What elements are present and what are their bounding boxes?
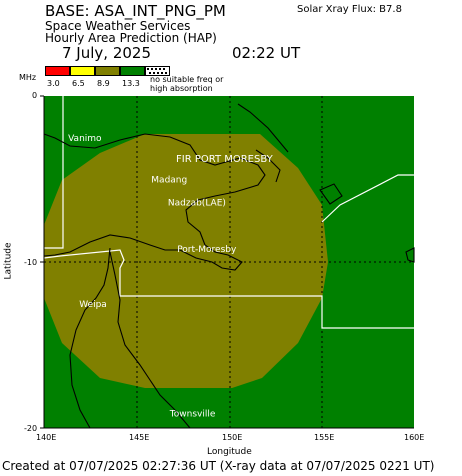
place-layer: Vanimo Madang Nadzab(LAE) Port-Moresby Weipa… (68, 134, 237, 420)
base-title: BASE: ASA_INT_PNG_PM (45, 2, 226, 20)
place-label-nadzab-lae: Nadzab(LAE) (168, 199, 226, 209)
y-tick-0: 0 (32, 91, 38, 100)
legend-swatch-none (145, 66, 170, 76)
fir-boundary-east (321, 174, 414, 223)
place-label-port-moresby: Port-Moresby (177, 245, 237, 255)
legend-value-4: 13.3 (122, 79, 140, 88)
legend-note-line1: no suitable freq or (150, 75, 224, 84)
x-tick-160: 160E (404, 433, 425, 442)
legend-value-3: 8.9 (97, 79, 110, 88)
coastlines (43, 103, 415, 429)
x-tick-145: 145E (129, 433, 150, 442)
x-axis-label: Longitude (207, 447, 252, 457)
x-tick-150: 150E (222, 433, 243, 442)
fir-boundary-west (44, 96, 64, 249)
x-tick-140: 140E (36, 433, 57, 442)
legend-swatch-green (120, 66, 145, 76)
place-label-vanimo: Vanimo (68, 134, 102, 144)
axis-frame (40, 95, 414, 429)
x-tick-155: 155E (314, 433, 335, 442)
legend-hatch-icon (147, 68, 167, 74)
legend-value-2: 6.5 (72, 79, 85, 88)
solar-flux: Solar Xray Flux: B7.8 (297, 4, 402, 15)
footer-created: Created at 07/07/2025 02:27:36 UT (X-ray… (2, 459, 435, 473)
place-label-townsville: Townsville (169, 409, 216, 419)
fir-boundary-south (43, 249, 414, 329)
forecast-time: 02:22 UT (232, 44, 301, 62)
legend-value-1: 3.0 (47, 79, 60, 88)
service-name: Space Weather Services (45, 19, 191, 33)
region-label: FIR PORT MORESBY (176, 154, 274, 165)
product-name: Hourly Area Prediction (HAP) (45, 31, 217, 45)
legend-swatch-olive (95, 66, 120, 76)
y-tick-20: -20 (24, 424, 38, 433)
forecast-date: 7 July, 2025 (62, 44, 151, 62)
place-label-madang: Madang (151, 175, 187, 185)
legend-swatch-red (45, 66, 70, 76)
grid-lines (44, 96, 414, 428)
coverage-area (44, 134, 328, 388)
y-axis-label: Latitude (3, 242, 14, 280)
y-tick-10: -10 (24, 258, 38, 267)
legend-swatch-yellow (70, 66, 95, 76)
legend-note-line2: high absorption (150, 84, 213, 93)
legend-unit: MHz (19, 73, 37, 82)
place-label-weipa: Weipa (79, 300, 107, 310)
